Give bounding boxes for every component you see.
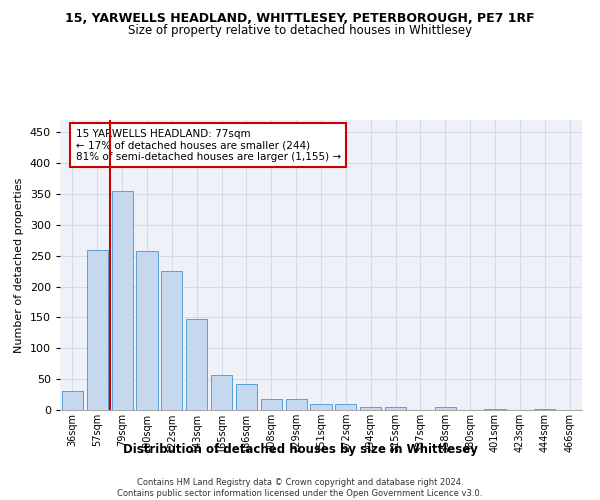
- Bar: [236, 384, 257, 410]
- Text: Distribution of detached houses by size in Whittlesey: Distribution of detached houses by size …: [122, 442, 478, 456]
- Text: 15 YARWELLS HEADLAND: 77sqm
← 17% of detached houses are smaller (244)
81% of se: 15 YARWELLS HEADLAND: 77sqm ← 17% of det…: [76, 128, 341, 162]
- Bar: [186, 320, 207, 410]
- Bar: [335, 404, 356, 410]
- Bar: [261, 399, 282, 410]
- Text: Contains HM Land Registry data © Crown copyright and database right 2024.
Contai: Contains HM Land Registry data © Crown c…: [118, 478, 482, 498]
- Bar: [211, 375, 232, 410]
- Bar: [484, 409, 506, 410]
- Bar: [87, 250, 108, 410]
- Bar: [435, 407, 456, 410]
- Bar: [136, 251, 158, 410]
- Bar: [310, 404, 332, 410]
- Text: Size of property relative to detached houses in Whittlesey: Size of property relative to detached ho…: [128, 24, 472, 37]
- Y-axis label: Number of detached properties: Number of detached properties: [14, 178, 24, 352]
- Bar: [62, 392, 83, 410]
- Bar: [161, 271, 182, 410]
- Bar: [534, 409, 555, 410]
- Bar: [360, 407, 381, 410]
- Bar: [385, 407, 406, 410]
- Bar: [286, 399, 307, 410]
- Text: 15, YARWELLS HEADLAND, WHITTLESEY, PETERBOROUGH, PE7 1RF: 15, YARWELLS HEADLAND, WHITTLESEY, PETER…: [65, 12, 535, 26]
- Bar: [112, 191, 133, 410]
